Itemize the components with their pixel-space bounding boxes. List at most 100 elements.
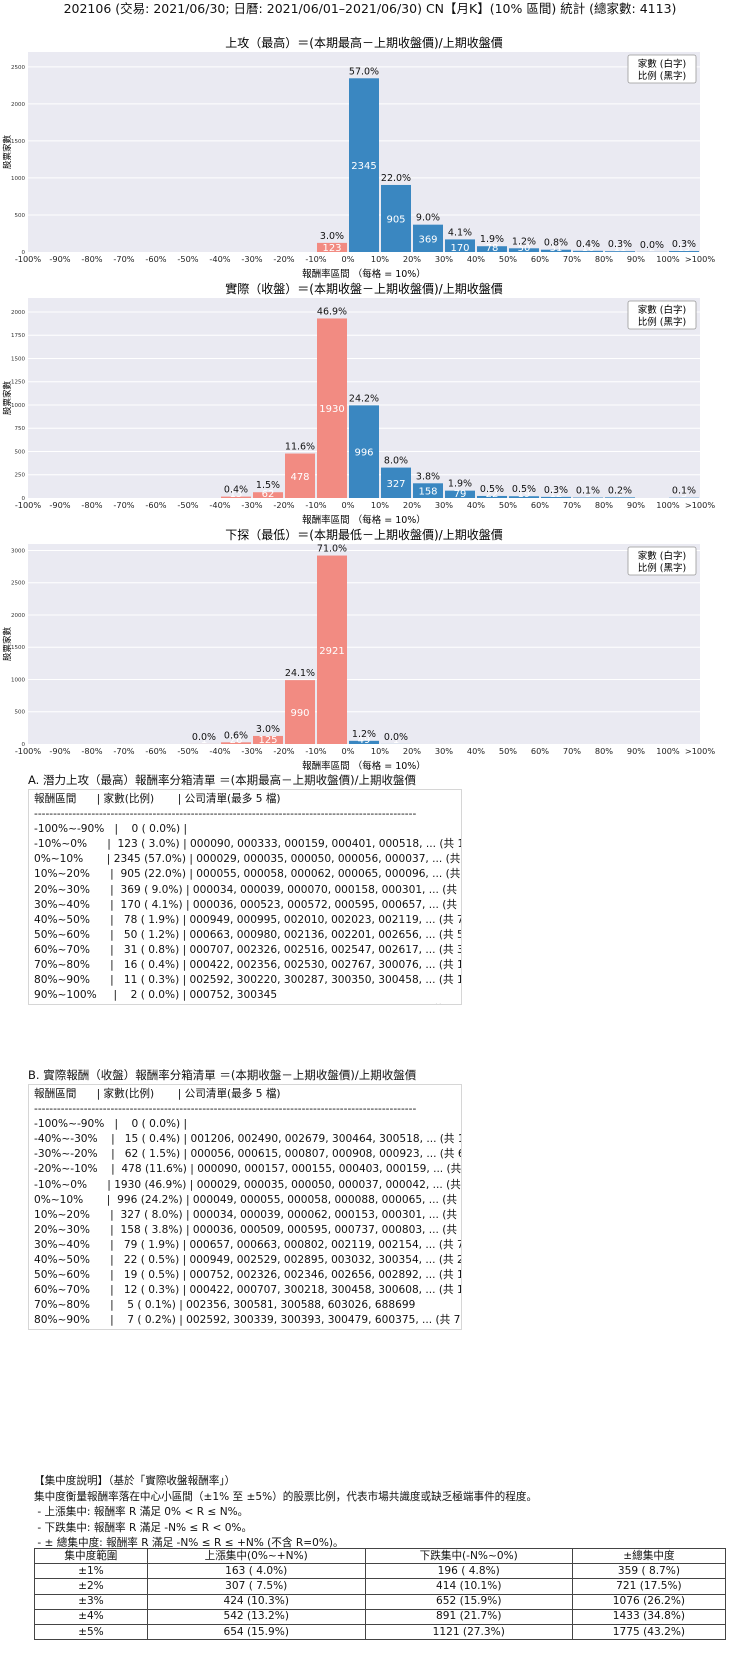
x-tick-label: 90% [627,746,645,756]
bar-count-label: 22 [486,489,499,500]
bar-count-label: 170 [450,243,469,254]
list-line: 20%~30% | 158 ( 3.8%) | 000036, 000509, … [34,1223,462,1236]
list-line: -30%~-20% | 62 ( 1.5%) | 000056, 000615,… [34,1148,462,1161]
bar [477,246,507,252]
x-tick-label: -60% [145,500,166,510]
list-line: 50%~60% | 50 ( 1.2%) | 000663, 000980, 0… [34,928,462,941]
y-tick-label: 2500 [11,65,25,71]
bar [541,496,571,498]
list-line: 60%~70% | 12 ( 0.3%) | 000422, 000707, 3… [34,1284,462,1297]
table-cell: ±2% [34,1578,148,1595]
x-tick-label: 60% [531,500,549,510]
list-line: -10%~0% | 123 ( 3.0%) | 000090, 000333, … [34,838,462,851]
x-tick-label: -10% [305,500,326,510]
x-tick-label: 80% [595,254,613,264]
table-cell: 196 ( 4.8%) [364,1563,573,1580]
table-cell: 1433 (34.8%) [571,1608,727,1625]
bar-percent-label: 0.1% [576,486,600,497]
bar-count-label: 19 [518,489,531,500]
bar-percent-label: 1.5% [256,480,280,491]
x-tick-label: 0% [342,500,355,510]
x-tick-label: -60% [145,746,166,756]
x-tick-label: -50% [177,254,198,264]
bar-percent-label: 24.2% [349,393,379,404]
y-tick-label: 1500 [11,645,25,651]
bar-percent-label: 0.1% [672,486,696,497]
legend-ratio-entry: 比例 (黑字) [638,316,686,328]
bar-count-label: 78 [486,243,499,254]
bar [317,242,347,252]
bar [349,405,379,498]
concentration-note: - ± 總集中度: 報酬率 R 滿足 -N% ≤ R ≤ +N% (不含 R=0… [34,1537,344,1549]
histogram-high: 上攻（最高）＝(本期最高－上期收盤價)/上期收盤價 0 500 1000 1500 200… [2,35,715,280]
bar [253,735,283,744]
bar [317,555,347,744]
table-cell: 652 (15.9%) [364,1593,573,1610]
bar [477,495,507,498]
y-tick-label: 1500 [11,139,25,145]
table-cell: ±1% [34,1563,148,1580]
y-tick-label: 1250 [11,380,25,386]
y-tick-label: 1000 [11,677,25,683]
y-axis-label: 股票家數 [2,627,13,662]
bar [413,224,443,252]
bar-percent-label: 0.5% [480,484,504,495]
list-line: 40%~50% | 78 ( 1.9%) | 000949, 000995, 0… [34,913,462,926]
list-line: 90%~100% | 2 ( 0.0%) | 000752, 300345 [34,989,278,1002]
x-tick-label: -70% [113,500,134,510]
bar-count-label: 2921 [319,646,344,657]
list-line: 30%~40% | 79 ( 1.9%) | 000657, 000663, 0… [34,1238,462,1251]
bar-count-label: 50 [518,243,531,254]
column-header: 上漲集中(0%~+N%) [146,1547,366,1565]
x-tick-label: -80% [81,500,102,510]
x-axis-label: 報酬率區間 （每格 = 10%） [302,514,426,526]
table-cell: 654 (15.9%) [146,1623,366,1641]
bar [285,680,315,744]
bar [669,251,699,252]
bar-count-label: 2 [649,243,655,254]
bar-percent-label: 3.8% [416,471,440,482]
bar-percent-label: 0.0% [192,732,216,743]
bar [573,250,603,252]
list-line: -100%~-90% | 0 ( 0.0%) | [34,1118,188,1131]
x-tick-label: 40% [467,746,485,756]
bar [221,742,251,744]
x-tick-label: 50% [499,746,517,756]
bar [445,490,475,498]
y-axis-label: 股票家數 [2,381,13,416]
list-line: 報酬區間 | 家數(比例) | 公司清單(最多 5 檔) [34,1088,281,1100]
bar [381,184,411,252]
y-tick-label: 2000 [11,613,25,619]
table-row: ±3% 424 (10.3%) 652 (15.9%) 1076 (26.2%) [34,1593,727,1610]
chart-title: 上攻（最高）＝(本期最高－上期收盤價)/上期收盤價 [225,35,502,50]
x-tick-label: 10% [371,746,389,756]
table-cell: 1775 (43.2%) [571,1623,727,1641]
bar-percent-label: 0.4% [224,485,248,496]
bar-count-label: 49 [358,735,371,746]
y-tick-label: 1000 [11,403,25,409]
x-tick-label: 60% [531,254,549,264]
bar-percent-label: 4.1% [448,227,472,238]
y-tick-label: 1750 [11,333,25,339]
x-tick-label: 0% [342,254,355,264]
x-tick-label: 70% [563,746,581,756]
list-line: -40%~-30% | 15 ( 0.4%) | 001206, 002490,… [34,1133,462,1146]
bar-percent-label: 0.0% [384,732,408,743]
bar-percent-label: 0.2% [608,485,632,496]
table-cell: 542 (13.2%) [146,1608,366,1625]
x-tick-label: 0% [342,746,355,756]
legend-count-entry: 家數 (白字) [638,58,686,70]
chart-title: 下探（最低）＝(本期最低－上期收盤價)/上期收盤價 [225,528,502,542]
y-tick-label: 0 [22,496,26,502]
bar-count-label: 26 [230,735,243,746]
bar-count-label: 3 [681,489,687,500]
bar [541,249,571,252]
y-tick-label: 500 [15,449,26,455]
x-tick-label: >100% [685,254,715,264]
concentration-note: - 下跌集中: 報酬率 R 滿足 -N% ≤ R < 0%。 [34,1521,253,1534]
list-line: 10%~20% | 327 ( 8.0%) | 000034, 000039, … [34,1208,462,1221]
y-tick-label: 500 [15,710,26,716]
x-tick-label: 50% [499,254,517,264]
y-tick-label: 250 [15,473,26,479]
x-tick-label: -20% [273,500,294,510]
